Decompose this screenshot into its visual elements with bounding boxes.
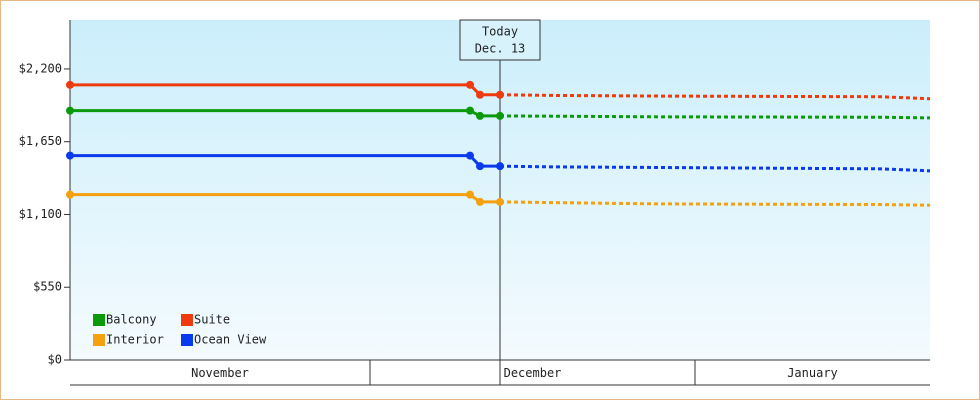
- point: [466, 80, 474, 89]
- point: [66, 151, 74, 160]
- x-tick-label: January: [787, 366, 838, 380]
- y-tick-label: $0: [48, 353, 62, 367]
- series-line: [70, 154, 500, 168]
- legend-label: Balcony: [106, 313, 157, 327]
- point: [476, 162, 484, 171]
- y-tick-label: $1,100: [19, 207, 62, 221]
- legend-swatch: [181, 314, 193, 326]
- legend-swatch: [93, 314, 105, 326]
- today-label: Today: [482, 25, 518, 39]
- point: [496, 111, 504, 120]
- point: [66, 190, 74, 199]
- point: [466, 151, 474, 160]
- y-tick-label: $1,650: [19, 134, 62, 148]
- point: [496, 197, 504, 206]
- legend-label: Ocean View: [194, 333, 267, 347]
- series-line: [70, 83, 500, 97]
- point: [466, 190, 474, 199]
- legend-swatch: [93, 334, 105, 346]
- point: [66, 106, 74, 115]
- point: [476, 111, 484, 120]
- series-line: [70, 193, 500, 204]
- y-tick-label: $2,200: [19, 61, 62, 75]
- point: [496, 90, 504, 99]
- point: [66, 80, 74, 89]
- point: [466, 106, 474, 115]
- legend-label: Interior: [106, 333, 164, 347]
- series-line: [70, 109, 500, 118]
- y-tick-label: $550: [33, 280, 62, 294]
- legend-swatch: [181, 334, 193, 346]
- x-tick-label: November: [191, 366, 249, 380]
- point: [476, 197, 484, 206]
- today-box: [459, 19, 541, 61]
- point: [496, 162, 504, 171]
- x-tick-label: December: [504, 366, 562, 380]
- today-date: Dec. 13: [475, 42, 526, 56]
- legend-label: Suite: [194, 313, 230, 327]
- point: [476, 90, 484, 99]
